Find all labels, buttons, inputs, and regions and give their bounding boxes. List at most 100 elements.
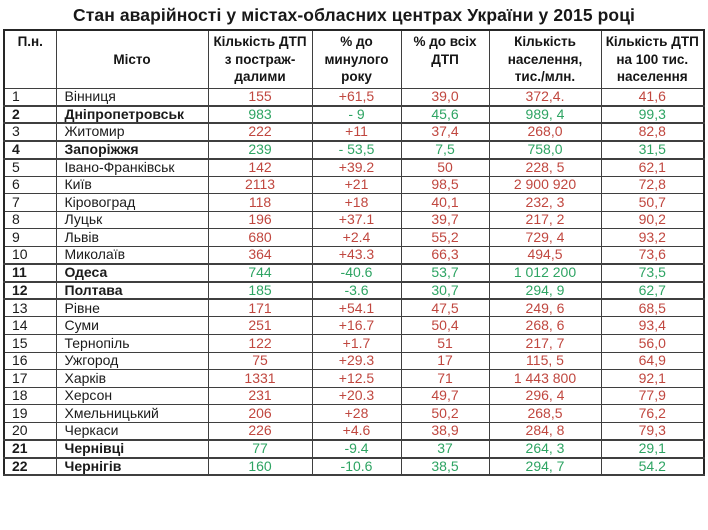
accidents-cell: 226 [207, 421, 313, 441]
row-number-cell: 22 [3, 456, 57, 477]
vs-prev-year-cell: +18 [311, 193, 402, 212]
table-row: 4 Запоріжжя 239 - 53,5 7,5 758,0 31,5 [3, 139, 705, 160]
pct-of-all-cell: 71 [400, 369, 490, 388]
row-number-cell: 9 [3, 228, 57, 247]
table-row: 17 Харків 1331 +12.5 71 1 443 800 92,1 [3, 369, 705, 388]
accidents-cell: 142 [207, 158, 313, 177]
population-cell: 249, 6 [488, 298, 602, 318]
pct-of-all-cell: 53,7 [400, 263, 490, 283]
per-100k-cell: 92,1 [600, 369, 705, 388]
per-100k-cell: 56,0 [600, 333, 705, 353]
accidents-cell: 77 [207, 439, 313, 459]
city-cell: Житомир [55, 122, 209, 142]
table-row: 16 Ужгород 75 +29.3 17 115, 5 64,9 [3, 351, 705, 371]
row-number-cell: 16 [3, 351, 57, 371]
vs-prev-year-cell: +29.3 [311, 351, 402, 371]
table-row: 9 Львів 680 +2.4 55,2 729, 4 93,2 [3, 228, 705, 247]
vs-prev-year-cell: +20.3 [311, 386, 402, 406]
city-cell: Харків [55, 369, 209, 388]
per-100k-cell: 73,6 [600, 245, 705, 265]
header-pct-of-all: % до всіх ДТП [400, 29, 490, 89]
pct-of-all-cell: 98,5 [400, 175, 490, 195]
per-100k-cell: 72,8 [600, 175, 705, 195]
accidents-cell: 2113 [207, 175, 313, 195]
header-row-number: П.н. [3, 29, 57, 89]
header-vs-prev-year: % до минулого року [311, 29, 402, 89]
city-cell: Хмельницький [55, 404, 209, 423]
table-body: 1 Вінниця 155 +61,5 39,0 372,4. 41,6 2 Д… [3, 87, 705, 477]
vs-prev-year-cell: - 9 [311, 104, 402, 125]
table-row: 6 Київ 2113 +21 98,5 2 900 920 72,8 [3, 175, 705, 195]
per-100k-cell: 64,9 [600, 351, 705, 371]
population-cell: 1 443 800 [488, 369, 602, 388]
accidents-cell: 231 [207, 386, 313, 406]
population-cell: 494,5 [488, 245, 602, 265]
pct-of-all-cell: 38,9 [400, 421, 490, 441]
accidents-table: П.н. Місто Кількість ДТП з постраж- дали… [3, 29, 705, 477]
table-row: 22 Чернігів 160 -10.6 38,5 294, 7 54.2 [3, 456, 705, 477]
accidents-cell: 196 [207, 210, 313, 230]
city-cell: Полтава [55, 280, 209, 301]
city-cell: Івано-Франківськ [55, 158, 209, 177]
row-number-cell: 6 [3, 175, 57, 195]
city-cell: Чернівці [55, 439, 209, 459]
city-cell: Вінниця [55, 87, 209, 107]
page-title: Стан аварійності у містах-обласних центр… [72, 5, 636, 25]
per-100k-cell: 54.2 [600, 456, 705, 477]
vs-prev-year-cell: +11 [311, 122, 402, 142]
table-row: 11 Одеса 744 -40.6 53,7 1 012 200 73,5 [3, 263, 705, 283]
pct-of-all-cell: 39,0 [400, 87, 490, 107]
pct-of-all-cell: 38,5 [400, 456, 490, 477]
population-cell: 729, 4 [488, 228, 602, 247]
city-cell: Запоріжжя [55, 139, 209, 160]
pct-of-all-cell: 37 [400, 439, 490, 459]
pct-of-all-cell: 50,2 [400, 404, 490, 423]
row-number-cell: 15 [3, 333, 57, 353]
per-100k-cell: 31,5 [600, 139, 705, 160]
row-number-cell: 10 [3, 245, 57, 265]
population-cell: 268,5 [488, 404, 602, 423]
vs-prev-year-cell: +12.5 [311, 369, 402, 388]
pct-of-all-cell: 39,7 [400, 210, 490, 230]
table-row: 13 Рівне 171 +54.1 47,5 249, 6 68,5 [3, 298, 705, 318]
table-row: 1 Вінниця 155 +61,5 39,0 372,4. 41,6 [3, 87, 705, 107]
pct-of-all-cell: 66,3 [400, 245, 490, 265]
pct-of-all-cell: 30,7 [400, 280, 490, 301]
pct-of-all-cell: 50 [400, 158, 490, 177]
accidents-cell: 122 [207, 333, 313, 353]
city-cell: Дніпропетровськ [55, 104, 209, 125]
table-row: 10 Миколаїв 364 +43.3 66,3 494,5 73,6 [3, 245, 705, 265]
pct-of-all-cell: 50,4 [400, 316, 490, 335]
vs-prev-year-cell: -3.6 [311, 280, 402, 301]
table-row: 15 Тернопіль 122 +1.7 51 217, 7 56,0 [3, 333, 705, 353]
per-100k-cell: 93,4 [600, 316, 705, 335]
per-100k-cell: 79,3 [600, 421, 705, 441]
city-cell: Черкаси [55, 421, 209, 441]
population-cell: 989, 4 [488, 104, 602, 125]
table-row: 5 Івано-Франківськ 142 +39.2 50 228, 5 6… [3, 158, 705, 177]
city-cell: Тернопіль [55, 333, 209, 353]
per-100k-cell: 73,5 [600, 263, 705, 283]
city-cell: Чернігів [55, 456, 209, 477]
pct-of-all-cell: 45,6 [400, 104, 490, 125]
population-cell: 115, 5 [488, 351, 602, 371]
city-cell: Херсон [55, 386, 209, 406]
table-header: П.н. Місто Кількість ДТП з постраж- дали… [3, 29, 705, 89]
per-100k-cell: 99,3 [600, 104, 705, 125]
accidents-cell: 239 [207, 139, 313, 160]
per-100k-cell: 76,2 [600, 404, 705, 423]
header-row: П.н. Місто Кількість ДТП з постраж- дали… [3, 29, 705, 89]
table-row: 19 Хмельницький 206 +28 50,2 268,5 76,2 [3, 404, 705, 423]
per-100k-cell: 41,6 [600, 87, 705, 107]
population-cell: 372,4. [488, 87, 602, 107]
table-row: 20 Черкаси 226 +4.6 38,9 284, 8 79,3 [3, 421, 705, 441]
vs-prev-year-cell: +54.1 [311, 298, 402, 318]
table-row: 7 Кіровоград 118 +18 40,1 232, 3 50,7 [3, 193, 705, 212]
row-number-cell: 13 [3, 298, 57, 318]
vs-prev-year-cell: +39.2 [311, 158, 402, 177]
pct-of-all-cell: 51 [400, 333, 490, 353]
city-cell: Миколаїв [55, 245, 209, 265]
vs-prev-year-cell: +1.7 [311, 333, 402, 353]
table-row: 14 Суми 251 +16.7 50,4 268, 6 93,4 [3, 316, 705, 335]
